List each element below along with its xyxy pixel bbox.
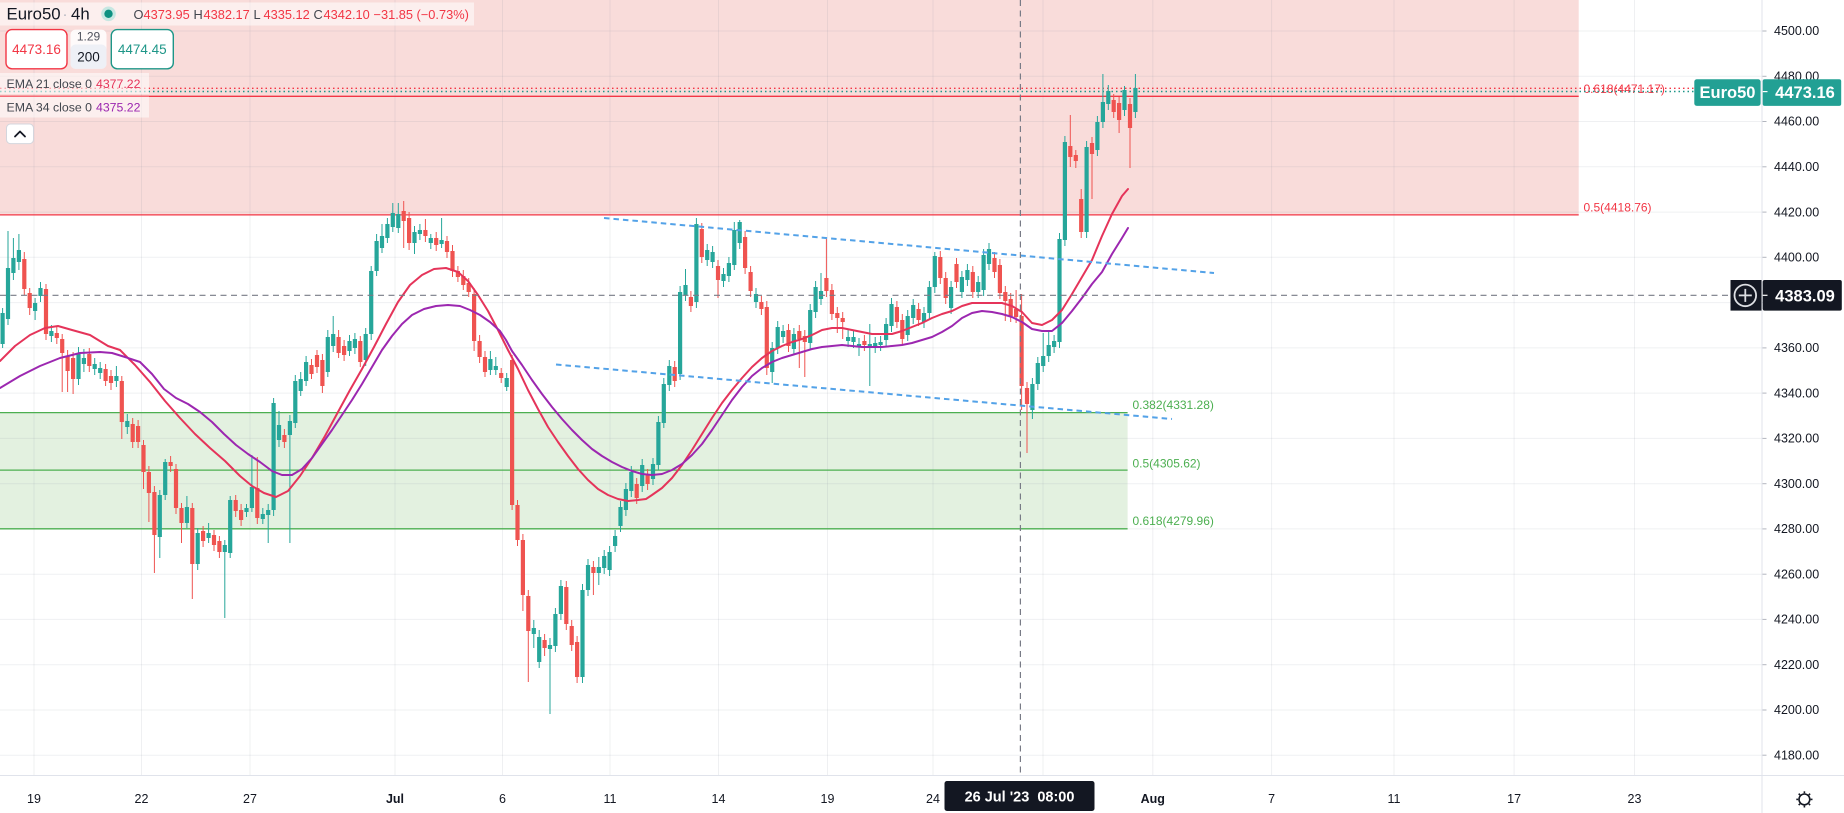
svg-text:4320.00: 4320.00 <box>1774 432 1819 446</box>
svg-text:4440.00: 4440.00 <box>1774 160 1819 174</box>
svg-text:4180.00: 4180.00 <box>1774 748 1819 762</box>
svg-text:C: C <box>314 7 323 22</box>
svg-text:4474.45: 4474.45 <box>118 42 167 57</box>
svg-text:1.29: 1.29 <box>77 30 101 44</box>
svg-text:4h: 4h <box>71 5 90 24</box>
svg-text:EMA 34 close 0: EMA 34 close 0 <box>7 101 93 115</box>
svg-text:Aug: Aug <box>1141 792 1165 806</box>
svg-text:4500.00: 4500.00 <box>1774 24 1819 38</box>
svg-text:4375.22: 4375.22 <box>96 101 141 115</box>
svg-text:4377.22: 4377.22 <box>96 77 141 91</box>
svg-text:L: L <box>254 7 261 22</box>
svg-text:22: 22 <box>135 792 149 806</box>
svg-text:4420.00: 4420.00 <box>1774 205 1819 219</box>
svg-text:Euro50: Euro50 <box>7 5 61 24</box>
svg-text:EMA 21 close 0: EMA 21 close 0 <box>7 77 93 91</box>
svg-text:11: 11 <box>604 792 617 806</box>
svg-text:6: 6 <box>499 792 506 806</box>
svg-text:23: 23 <box>1628 792 1642 806</box>
svg-text:14: 14 <box>712 792 726 806</box>
svg-text:19: 19 <box>821 792 835 806</box>
svg-text:0.618(4279.96): 0.618(4279.96) <box>1133 514 1214 528</box>
svg-text:4335.12: 4335.12 <box>264 7 310 22</box>
svg-text:·: · <box>63 6 68 23</box>
svg-text:200: 200 <box>77 50 100 65</box>
svg-text:0.382(4331.28): 0.382(4331.28) <box>1133 398 1214 412</box>
svg-text:4473.16: 4473.16 <box>12 42 61 57</box>
svg-text:4382.17: 4382.17 <box>204 7 250 22</box>
svg-text:7: 7 <box>1268 792 1275 806</box>
svg-text:4383.09: 4383.09 <box>1775 288 1835 306</box>
svg-text:H: H <box>194 7 203 22</box>
svg-text:0.5(4305.62): 0.5(4305.62) <box>1133 457 1201 471</box>
svg-text:4200.00: 4200.00 <box>1774 703 1819 717</box>
svg-text:4373.95: 4373.95 <box>144 7 190 22</box>
svg-text:0.618(4471.17): 0.618(4471.17) <box>1584 82 1665 96</box>
svg-text:4220.00: 4220.00 <box>1774 658 1819 672</box>
svg-text:4240.00: 4240.00 <box>1774 613 1819 627</box>
svg-text:0.5(4418.76): 0.5(4418.76) <box>1584 201 1652 215</box>
svg-text:4360.00: 4360.00 <box>1774 341 1819 355</box>
svg-text:4460.00: 4460.00 <box>1774 115 1819 129</box>
svg-text:4400.00: 4400.00 <box>1774 251 1819 265</box>
svg-text:4300.00: 4300.00 <box>1774 477 1819 491</box>
svg-text:26 Jul '23 08:00: 26 Jul '23 08:00 <box>965 790 1075 806</box>
svg-text:27: 27 <box>243 792 257 806</box>
svg-text:4340.00: 4340.00 <box>1774 386 1819 400</box>
svg-text:Euro50: Euro50 <box>1700 84 1756 102</box>
svg-text:4280.00: 4280.00 <box>1774 522 1819 536</box>
svg-text:19: 19 <box>27 792 41 806</box>
svg-text:17: 17 <box>1507 792 1521 806</box>
svg-text:11: 11 <box>1388 792 1401 806</box>
svg-text:4473.16: 4473.16 <box>1775 84 1835 102</box>
svg-text:−31.85 (−0.73%): −31.85 (−0.73%) <box>374 7 469 22</box>
svg-text:4260.00: 4260.00 <box>1774 567 1819 581</box>
svg-text:24: 24 <box>926 792 940 806</box>
svg-text:O: O <box>134 7 144 22</box>
svg-text:4342.10: 4342.10 <box>324 7 370 22</box>
svg-text:Jul: Jul <box>386 792 404 806</box>
